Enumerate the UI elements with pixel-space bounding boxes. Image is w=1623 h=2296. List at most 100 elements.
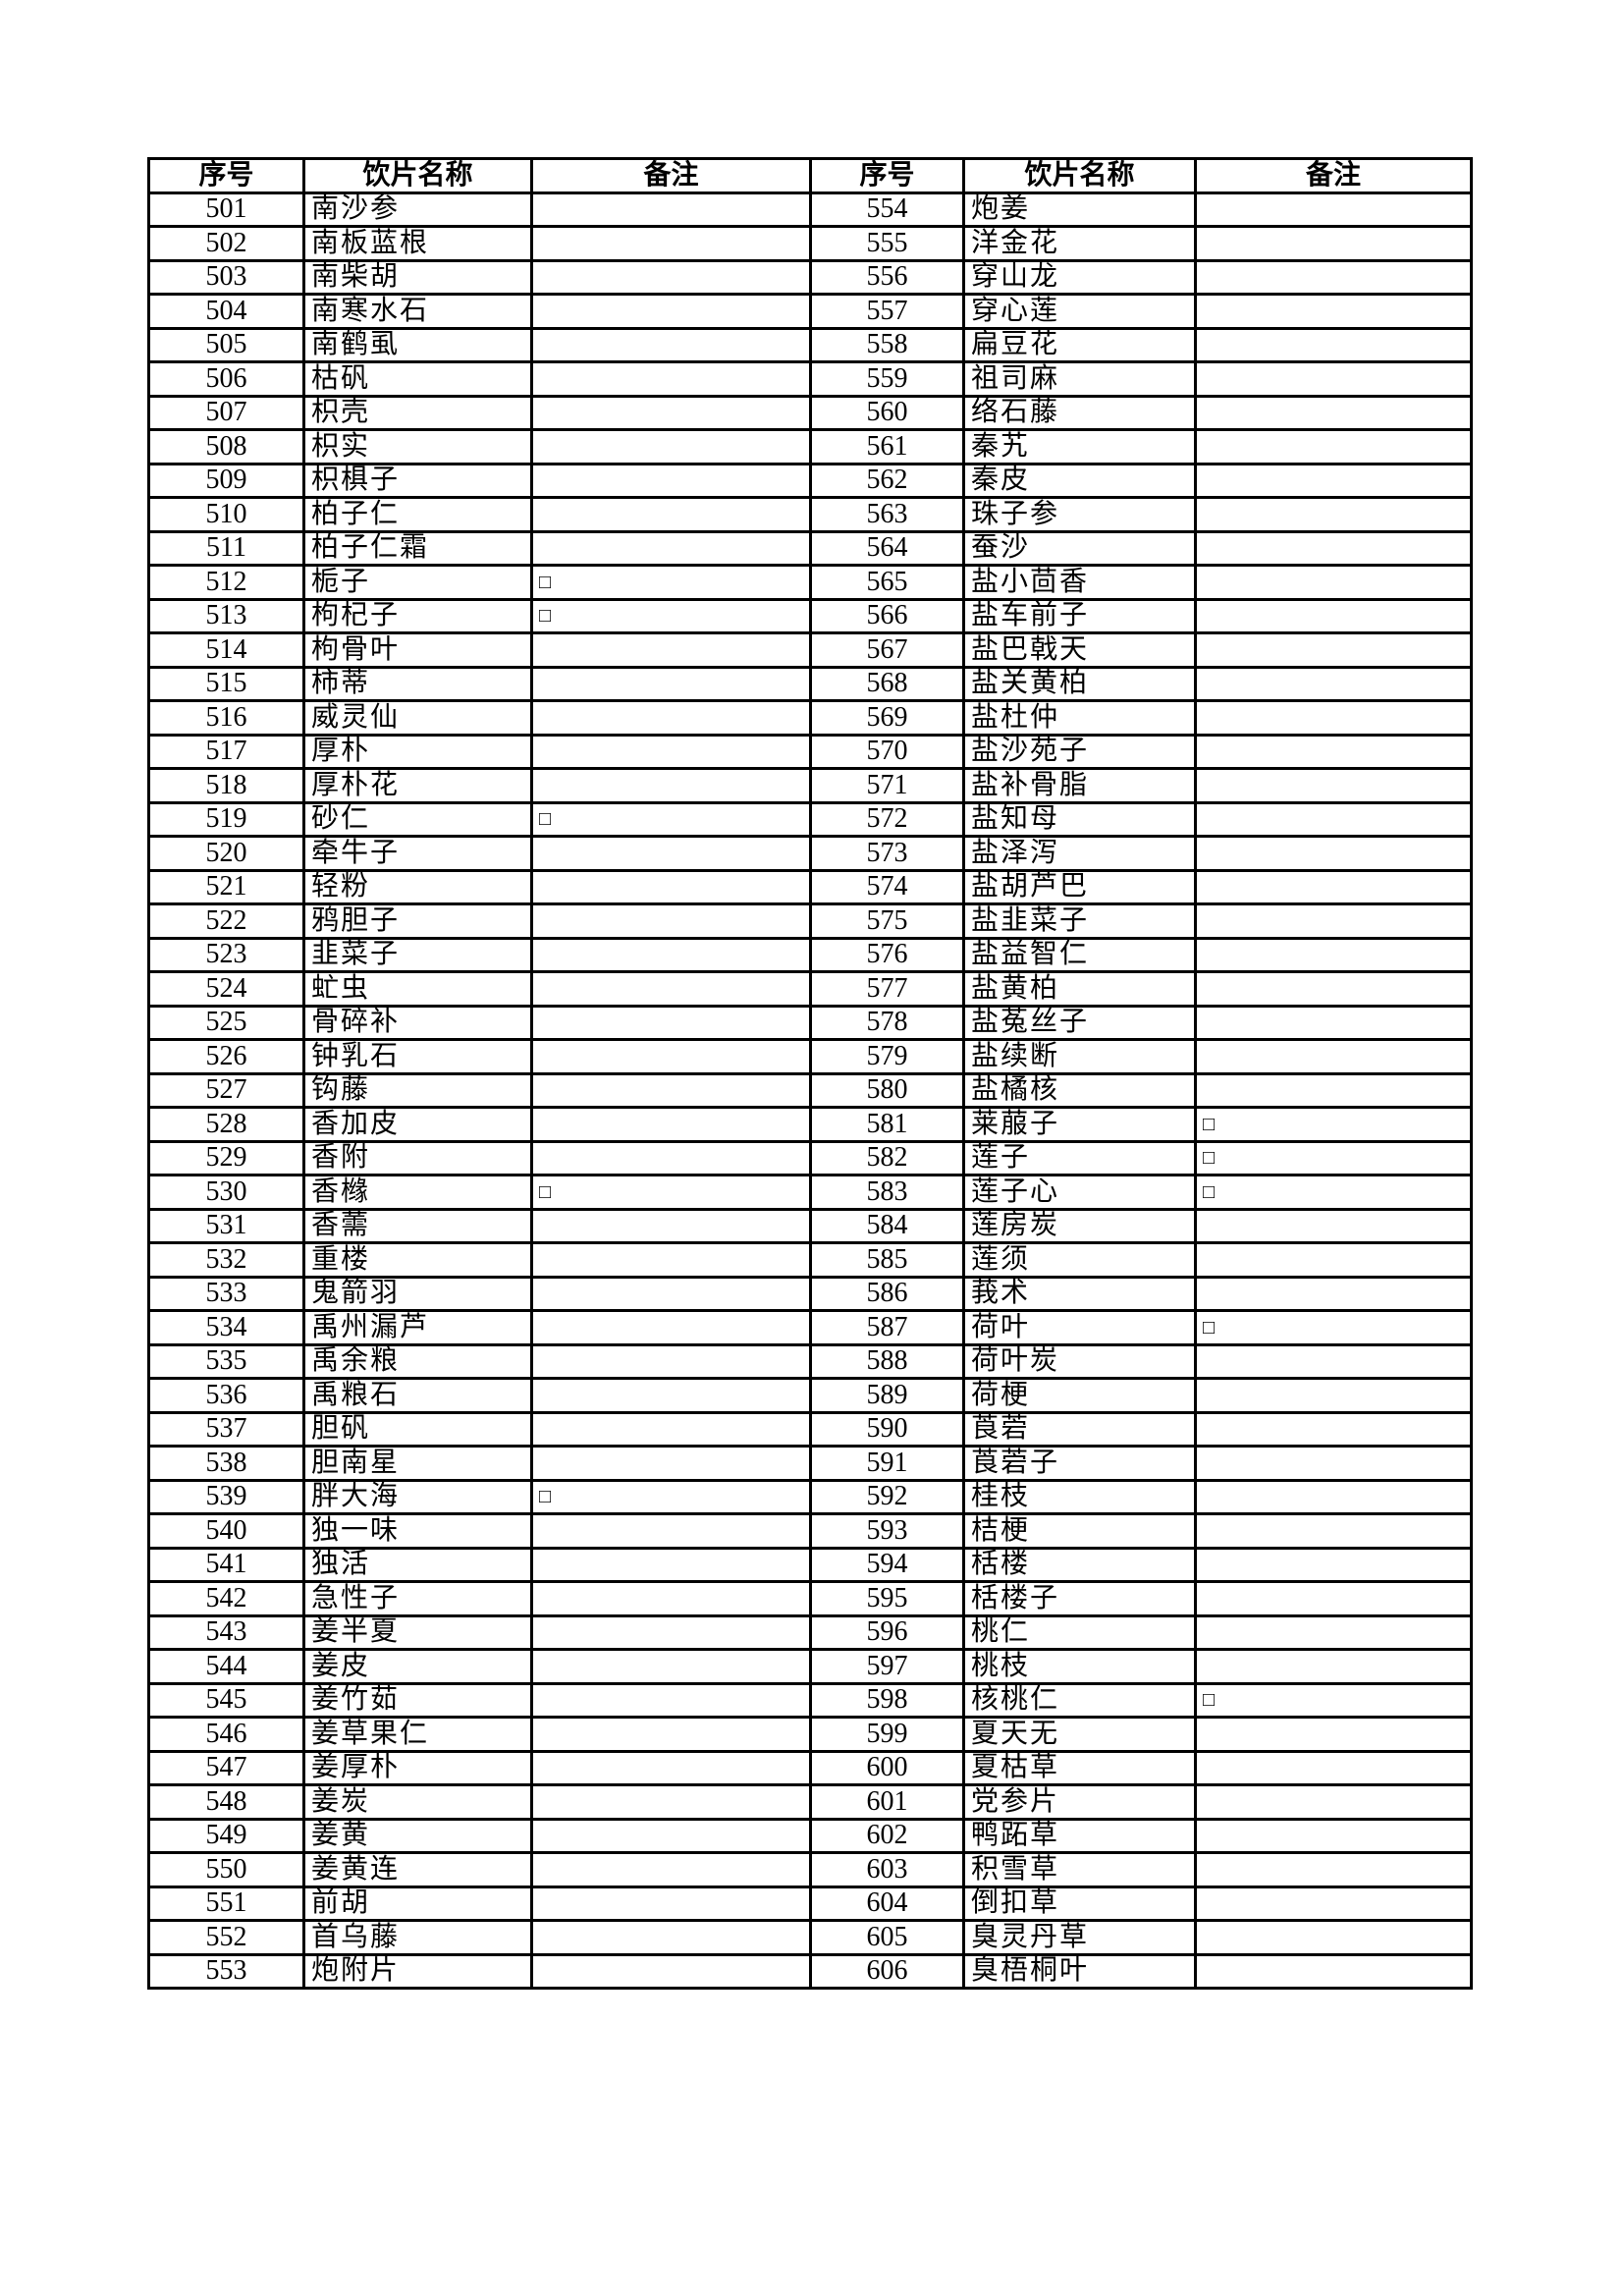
remarks-cell xyxy=(530,1885,812,1922)
remarks-cell xyxy=(1194,800,1473,838)
piece-name-cell: 秦皮 xyxy=(962,462,1197,499)
piece-name-cell: 党参片 xyxy=(962,1783,1197,1821)
piece-name-cell: 禹余粮 xyxy=(302,1342,533,1380)
remarks-cell xyxy=(530,1613,812,1651)
remarks-cell xyxy=(530,902,812,940)
table-row: 517 厚朴 570 盐沙苑子 xyxy=(147,733,1473,770)
remarks-cell xyxy=(1194,1885,1473,1922)
remarks-cell xyxy=(1194,1716,1473,1753)
table-row: 507 枳壳 560 络石藤 xyxy=(147,394,1473,431)
piece-name-cell: 鸭跖草 xyxy=(962,1817,1197,1854)
remarks-cell xyxy=(1194,496,1473,533)
piece-name-cell: 香薷 xyxy=(302,1207,533,1244)
piece-name-cell: 南寒水石 xyxy=(302,293,533,330)
piece-name-cell: 积雪草 xyxy=(962,1851,1197,1888)
remarks-cell xyxy=(1194,1038,1473,1075)
piece-name-cell: 香加皮 xyxy=(302,1106,533,1143)
serial-number-cell: 506 xyxy=(147,360,305,398)
remarks-cell: □ xyxy=(1194,1309,1473,1346)
piece-name-cell: 臭灵丹草 xyxy=(962,1919,1197,1956)
piece-name-cell: 牵牛子 xyxy=(302,835,533,872)
remarks-cell xyxy=(530,1681,812,1719)
serial-number-cell: 559 xyxy=(809,360,965,398)
serial-number-cell: 535 xyxy=(147,1342,305,1380)
serial-number-cell: 585 xyxy=(809,1241,965,1279)
table-row: 529 香附 582 莲子 □ xyxy=(147,1139,1473,1176)
piece-name-cell: 盐关黄柏 xyxy=(962,665,1197,702)
serial-number-cell: 515 xyxy=(147,665,305,702)
table-row: 527 钩藤 580 盐橘核 xyxy=(147,1071,1473,1109)
piece-name-cell: 莪术 xyxy=(962,1275,1197,1312)
table-row: 538 胆南星 591 莨菪子 xyxy=(147,1445,1473,1482)
piece-name-cell: 姜皮 xyxy=(302,1648,533,1685)
serial-number-cell: 595 xyxy=(809,1580,965,1617)
remarks-cell xyxy=(1194,225,1473,262)
piece-name-cell: 夏天无 xyxy=(962,1716,1197,1753)
piece-name-cell: 厚朴 xyxy=(302,733,533,770)
serial-number-cell: 605 xyxy=(809,1919,965,1956)
serial-number-cell: 527 xyxy=(147,1071,305,1109)
remarks-cell xyxy=(530,936,812,973)
remarks-cell: □ xyxy=(530,800,812,838)
piece-name-cell: 虻虫 xyxy=(302,970,533,1008)
remarks-cell xyxy=(1194,360,1473,398)
serial-number-cell: 588 xyxy=(809,1342,965,1380)
table-row: 506 枯矾 559 祖司麻 xyxy=(147,360,1473,398)
remarks-cell xyxy=(530,1275,812,1312)
serial-number-cell: 579 xyxy=(809,1038,965,1075)
serial-number-cell: 516 xyxy=(147,699,305,737)
piece-name-cell: 盐杜仲 xyxy=(962,699,1197,737)
remarks-cell xyxy=(530,360,812,398)
serial-number-cell: 555 xyxy=(809,225,965,262)
remarks-cell xyxy=(1194,868,1473,905)
remarks-cell xyxy=(530,1038,812,1075)
table-row: 520 牵牛子 573 盐泽泻 xyxy=(147,835,1473,872)
piece-name-cell: 盐车前子 xyxy=(962,597,1197,634)
remarks-cell xyxy=(530,835,812,872)
remarks-cell xyxy=(530,1004,812,1041)
piece-name-cell: 桃仁 xyxy=(962,1613,1197,1651)
piece-name-cell: 枸骨叶 xyxy=(302,631,533,669)
remarks-cell xyxy=(1194,767,1473,804)
piece-name-cell: 胆矾 xyxy=(302,1410,533,1448)
piece-name-cell: 砂仁 xyxy=(302,800,533,838)
piece-name-cell: 鸦胆子 xyxy=(302,902,533,940)
remarks-cell xyxy=(530,225,812,262)
piece-name-cell: 姜草果仁 xyxy=(302,1716,533,1753)
piece-name-cell: 盐益智仁 xyxy=(962,936,1197,973)
serial-number-cell: 570 xyxy=(809,733,965,770)
piece-name-cell: 南鹤虱 xyxy=(302,326,533,363)
piece-name-cell: 骨碎补 xyxy=(302,1004,533,1041)
piece-name-cell: 南板蓝根 xyxy=(302,225,533,262)
table-row: 544 姜皮 597 桃枝 xyxy=(147,1648,1473,1685)
serial-number-cell: 507 xyxy=(147,394,305,431)
piece-name-cell: 栝楼 xyxy=(962,1546,1197,1583)
remarks-cell xyxy=(1194,1207,1473,1244)
remarks-cell xyxy=(530,1817,812,1854)
piece-name-cell: 钩藤 xyxy=(302,1071,533,1109)
remarks-cell xyxy=(530,1342,812,1380)
piece-name-cell: 盐补骨脂 xyxy=(962,767,1197,804)
table-row: 515 柿蒂 568 盐关黄柏 xyxy=(147,665,1473,702)
remarks-cell xyxy=(1194,326,1473,363)
serial-number-cell: 594 xyxy=(809,1546,965,1583)
piece-name-cell: 莲子 xyxy=(962,1139,1197,1176)
piece-name-cell: 穿心莲 xyxy=(962,293,1197,330)
remarks-cell xyxy=(1194,293,1473,330)
serial-number-cell: 513 xyxy=(147,597,305,634)
serial-number-cell: 519 xyxy=(147,800,305,838)
piece-name-cell: 韭菜子 xyxy=(302,936,533,973)
remarks-cell xyxy=(530,1783,812,1821)
piece-name-cell: 栀子 xyxy=(302,564,533,601)
piece-name-cell: 柏子仁霜 xyxy=(302,529,533,567)
serial-number-cell: 524 xyxy=(147,970,305,1008)
header-piece-name: 饮片名称 xyxy=(302,157,533,194)
remarks-cell xyxy=(1194,902,1473,940)
remarks-cell xyxy=(1194,394,1473,431)
piece-name-cell: 重楼 xyxy=(302,1241,533,1279)
remarks-cell xyxy=(530,428,812,465)
remarks-cell xyxy=(1194,1071,1473,1109)
serial-number-cell: 544 xyxy=(147,1648,305,1685)
table-row: 521 轻粉 574 盐胡芦巴 xyxy=(147,868,1473,905)
table-row: 505 南鹤虱 558 扁豆花 xyxy=(147,326,1473,363)
